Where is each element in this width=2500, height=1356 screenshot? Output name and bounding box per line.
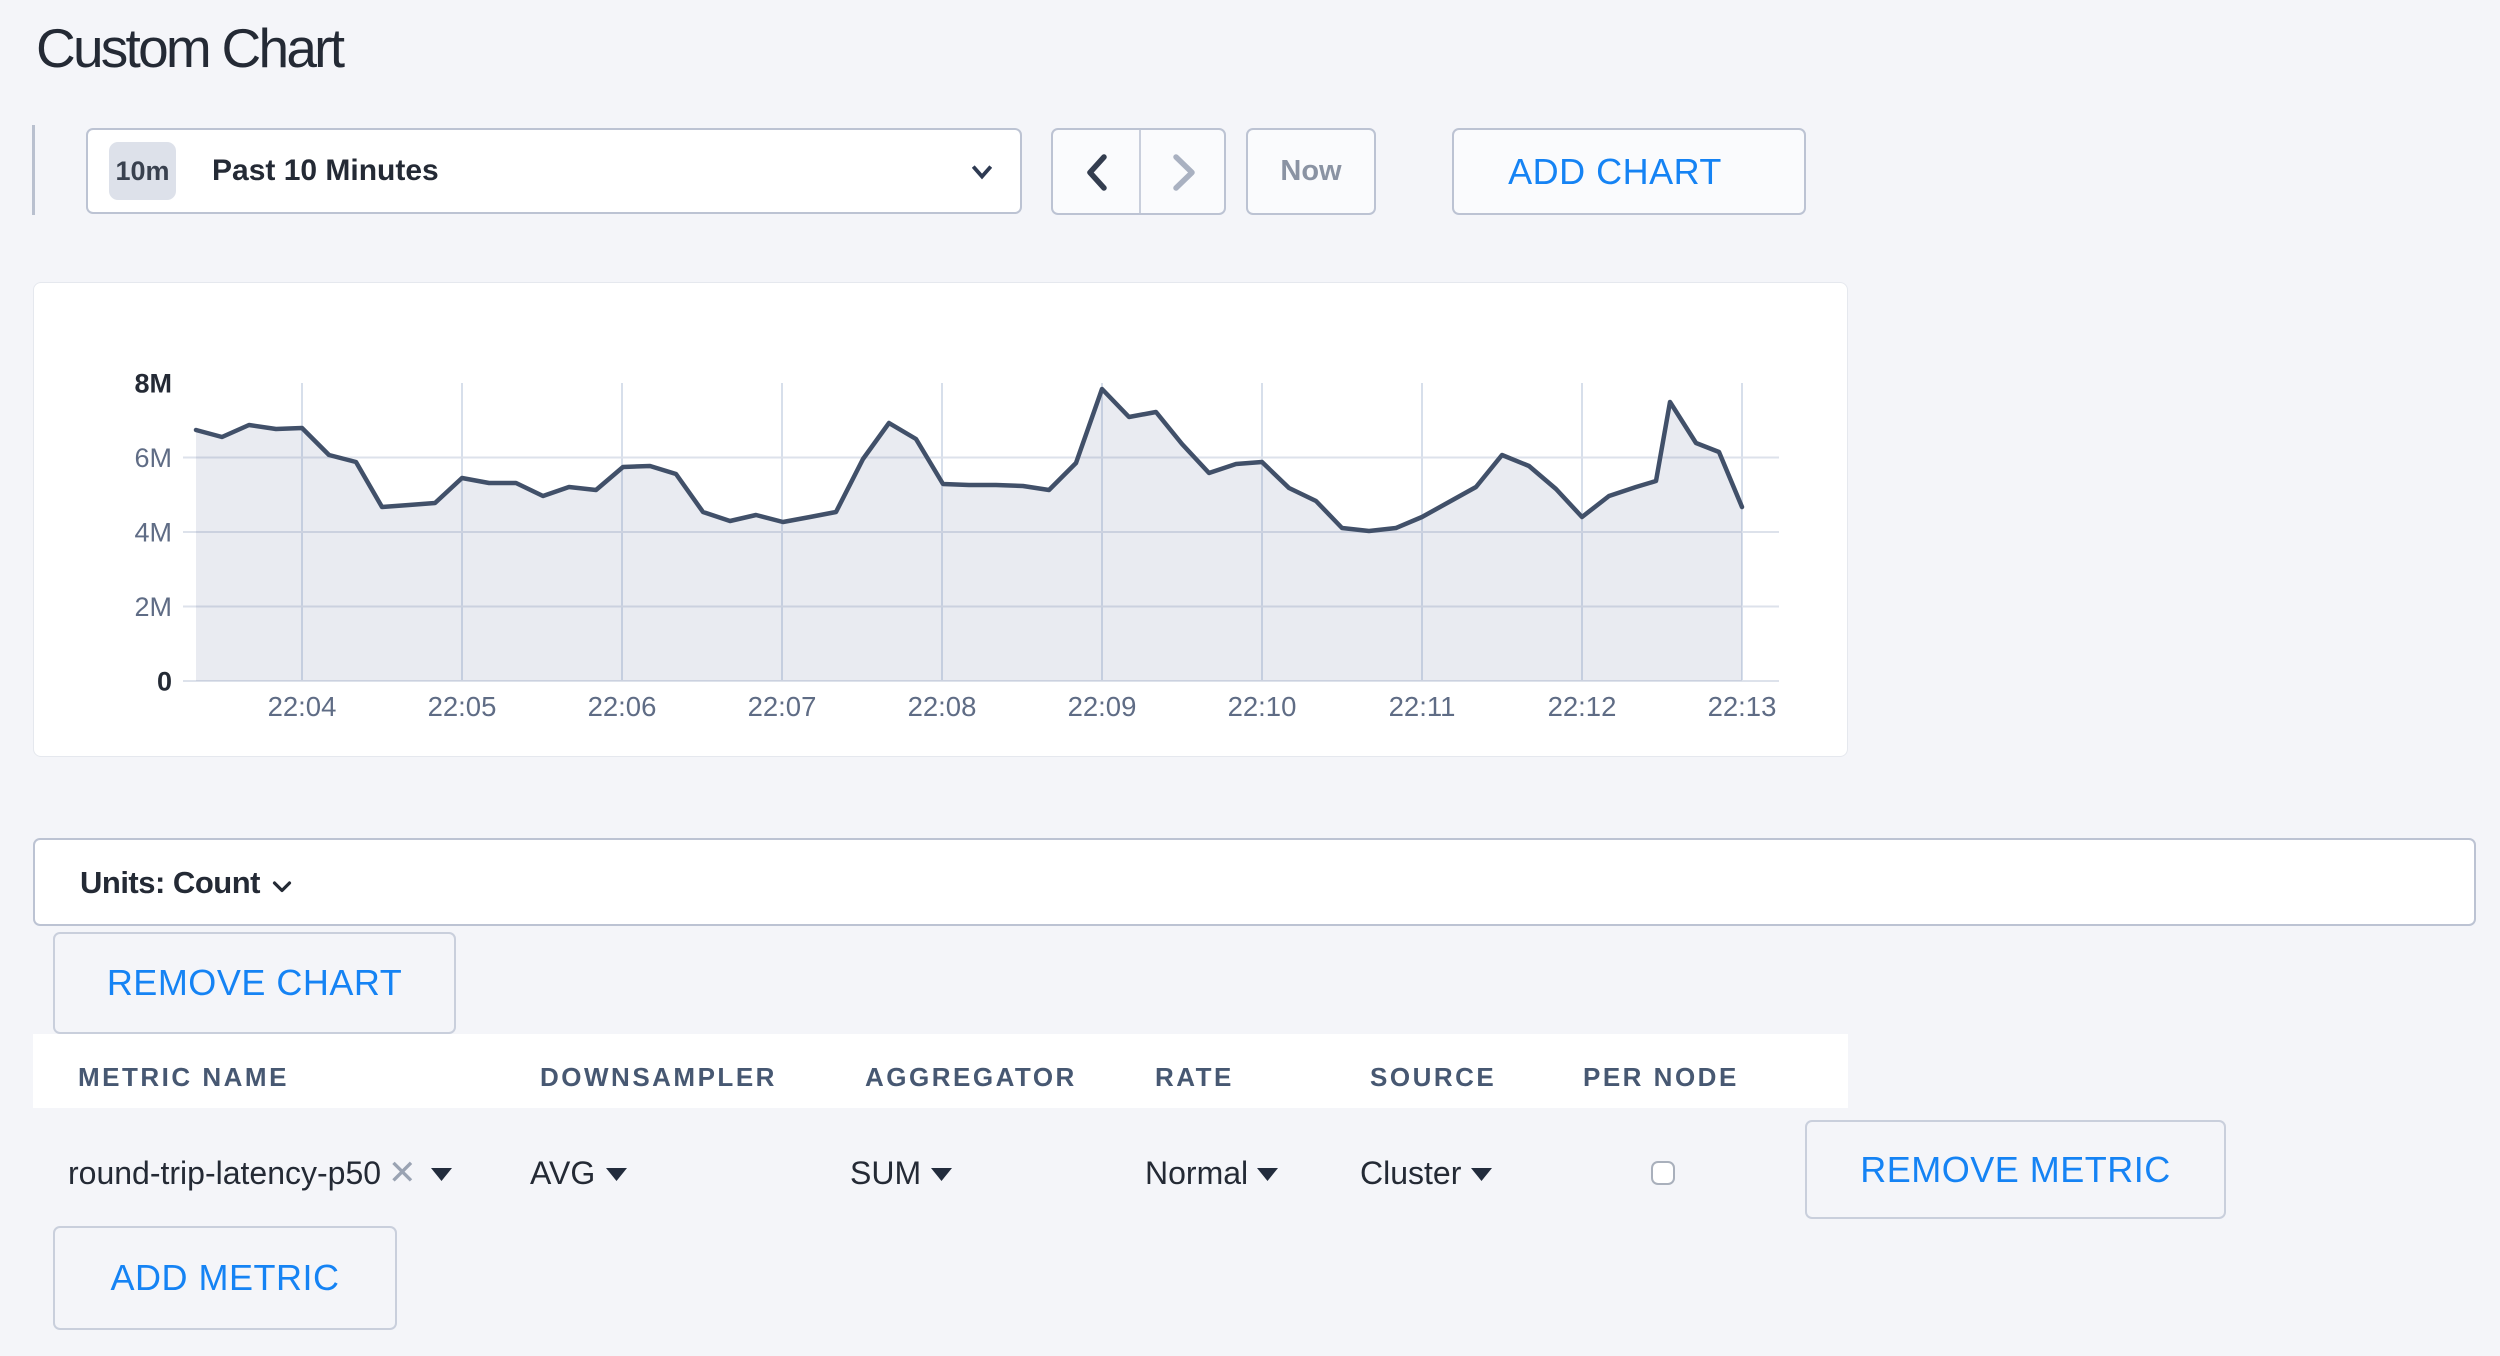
svg-text:2M: 2M — [134, 592, 172, 622]
svg-text:4M: 4M — [134, 518, 172, 548]
svg-text:22:05: 22:05 — [428, 691, 497, 722]
svg-text:0: 0 — [157, 667, 172, 697]
svg-text:22:09: 22:09 — [1068, 691, 1137, 722]
svg-text:22:13: 22:13 — [1708, 691, 1777, 722]
svg-text:22:10: 22:10 — [1228, 691, 1297, 722]
svg-text:6M: 6M — [134, 443, 172, 473]
svg-text:22:07: 22:07 — [748, 691, 817, 722]
svg-text:22:12: 22:12 — [1548, 691, 1617, 722]
svg-text:8M: 8M — [134, 369, 172, 399]
svg-text:22:08: 22:08 — [908, 691, 977, 722]
svg-text:22:11: 22:11 — [1389, 691, 1456, 722]
svg-text:22:04: 22:04 — [268, 691, 337, 722]
svg-text:22:06: 22:06 — [588, 691, 657, 722]
